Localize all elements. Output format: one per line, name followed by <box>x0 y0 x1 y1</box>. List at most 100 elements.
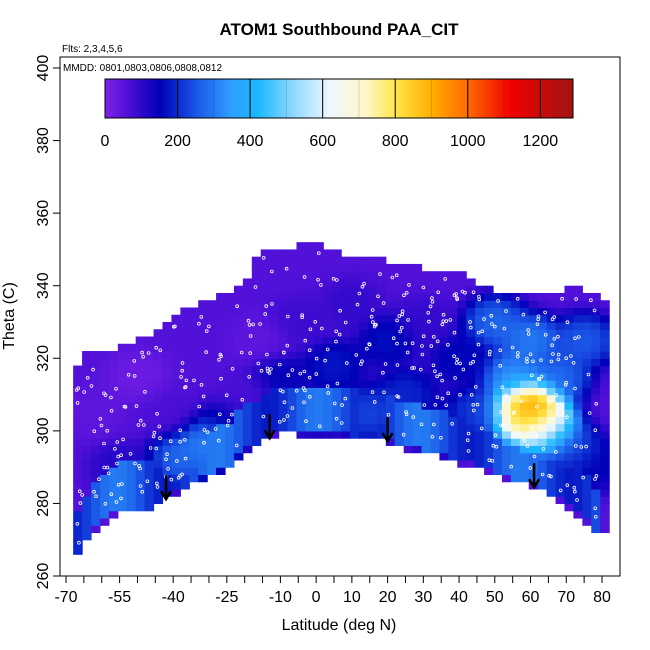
heat-cell <box>99 372 110 381</box>
heat-cell <box>99 445 110 454</box>
heat-cell <box>189 416 199 425</box>
heat-cell <box>225 365 235 374</box>
heat-cell <box>260 394 271 403</box>
heat-cell <box>510 358 521 367</box>
sample-point <box>114 386 118 391</box>
heat-cell <box>350 401 360 410</box>
sample-point <box>560 296 564 301</box>
sample-point <box>378 272 382 276</box>
heat-cell <box>99 517 110 526</box>
heat-cell <box>278 416 289 425</box>
sample-point <box>494 444 499 449</box>
heat-cell <box>484 445 494 454</box>
heat-cell <box>216 445 226 454</box>
heat-cell <box>448 343 458 352</box>
sample-point <box>418 367 423 372</box>
sample-point <box>572 489 577 494</box>
heat-cell <box>421 445 432 454</box>
sample-point <box>440 322 445 327</box>
heat-cell <box>555 300 566 309</box>
heat-cell <box>332 365 342 374</box>
heat-cell <box>519 409 530 417</box>
sample-point <box>253 285 258 289</box>
heat-cell <box>582 474 592 483</box>
heat-cell <box>582 307 592 316</box>
heat-cell <box>251 263 262 272</box>
heat-cell <box>296 285 307 294</box>
x-axis-label: Latitude (deg N) <box>282 617 397 634</box>
heat-cell <box>484 322 494 330</box>
heat-cell <box>421 372 432 381</box>
heat-cell <box>117 387 128 396</box>
sample-point <box>525 356 529 361</box>
heat-cell <box>376 409 387 417</box>
x-tick-label: 70 <box>557 589 575 606</box>
heat-cell <box>216 322 226 330</box>
heat-cell <box>501 452 512 461</box>
sample-point <box>436 290 441 295</box>
heat-cell <box>180 409 190 417</box>
heat-cell <box>126 445 137 454</box>
sample-point <box>565 415 569 420</box>
heat-cell <box>510 409 521 417</box>
sample-point <box>109 395 113 400</box>
heat-cell <box>546 401 557 410</box>
heat-cell <box>394 423 405 432</box>
heat-cell <box>296 430 307 439</box>
heat-cell <box>493 372 503 381</box>
heat-cell <box>573 358 583 367</box>
heat-cell <box>582 503 592 512</box>
heat-cell <box>564 503 575 512</box>
heat-cell <box>582 438 592 446</box>
heat-cell <box>448 292 458 301</box>
sample-point <box>394 273 399 278</box>
heat-cell <box>260 365 271 374</box>
heat-cell <box>385 409 396 417</box>
sample-point <box>319 326 324 331</box>
heat-cell <box>367 271 378 280</box>
heat-cell <box>385 271 396 280</box>
heat-cell <box>600 510 610 519</box>
heat-cell <box>305 401 315 410</box>
heat-cell <box>189 387 199 396</box>
heat-cell <box>189 343 199 352</box>
heat-cell <box>287 249 298 258</box>
heat-cell <box>225 430 235 439</box>
heat-cell <box>269 351 280 359</box>
heat-cell <box>323 300 333 309</box>
sample-point <box>316 251 321 256</box>
sample-point <box>420 352 425 357</box>
heat-cell <box>582 452 592 461</box>
heat-cell <box>251 438 262 446</box>
heat-cell <box>82 365 92 374</box>
heat-cell <box>99 474 110 483</box>
heat-cell <box>305 358 315 367</box>
heat-cell <box>314 285 324 294</box>
heat-cell <box>582 430 592 439</box>
heat-cell <box>117 401 128 410</box>
heat-cell <box>394 351 405 359</box>
sample-point <box>226 418 231 423</box>
heat-cell <box>439 314 449 323</box>
heat-cell <box>573 423 583 432</box>
heat-cell <box>385 416 396 425</box>
heat-cell <box>278 292 289 301</box>
heat-cell <box>296 401 307 410</box>
sample-point <box>158 348 163 353</box>
sample-point <box>515 354 520 359</box>
heat-cell <box>99 380 110 388</box>
heat-cell <box>332 249 342 258</box>
heat-cell <box>296 249 307 258</box>
sample-point <box>139 418 143 423</box>
heat-cell <box>412 372 423 381</box>
heat-cell <box>189 401 199 410</box>
heat-cell <box>135 372 146 381</box>
heat-cell <box>394 387 405 396</box>
heat-cell <box>573 452 583 461</box>
heat-cell <box>82 452 92 461</box>
heat-cell <box>591 423 601 432</box>
sample-point <box>553 450 558 454</box>
heat-cell <box>385 380 396 388</box>
heat-cell <box>198 452 208 461</box>
